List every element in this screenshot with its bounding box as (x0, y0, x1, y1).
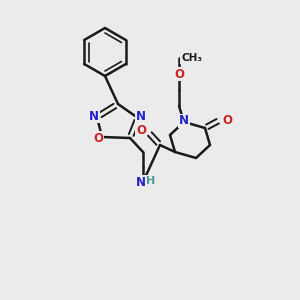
Text: O: O (136, 124, 146, 137)
Text: O: O (222, 113, 232, 127)
Text: N: N (136, 110, 146, 124)
Text: N: N (89, 110, 99, 122)
Text: CH₃: CH₃ (181, 53, 202, 63)
Text: O: O (174, 68, 184, 80)
Text: N: N (179, 115, 189, 128)
Text: N: N (136, 176, 146, 188)
Text: H: H (146, 176, 156, 186)
Text: O: O (93, 131, 103, 145)
